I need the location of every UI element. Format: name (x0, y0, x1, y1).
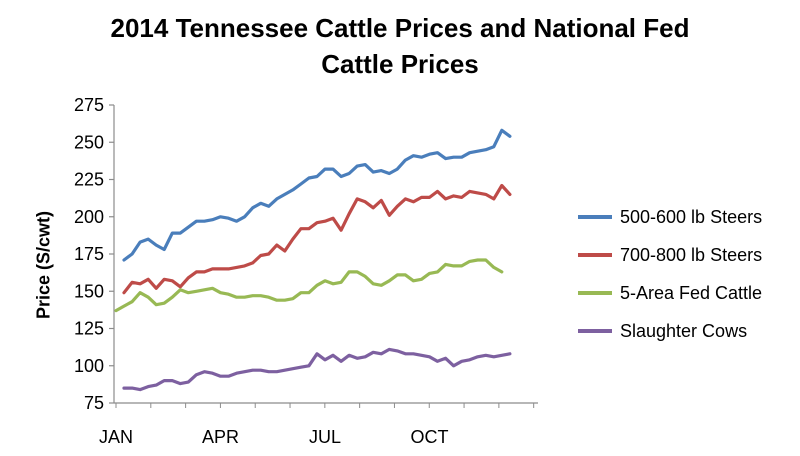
series-line-2 (122, 183, 512, 295)
y-tick-label: 150 (74, 281, 104, 301)
legend-label: Slaughter Cows (620, 320, 748, 341)
legend-label: 500-600 lb Steers (620, 206, 763, 227)
chart-title-line-1: 2014 Tennessee Cattle Prices and Nationa… (110, 13, 690, 43)
chart-title: 2014 Tennessee Cattle Prices and Nationa… (0, 10, 800, 82)
x-tick-label: OCT (411, 427, 449, 447)
y-tick-label: 75 (84, 393, 104, 413)
legend-swatch (578, 329, 612, 333)
x-tick-label: JAN (99, 427, 133, 447)
y-tick-label: 250 (74, 132, 104, 152)
legend-item: 700-800 lb Steers (578, 236, 762, 274)
y-tick-label: 175 (74, 244, 104, 264)
y-tick-label: 200 (74, 207, 104, 227)
axes: 75 100 125 150 175 200 225 250 275 JAN APR JUL OCT (74, 95, 538, 447)
y-tick-label: 275 (74, 95, 104, 115)
legend: 500-600 lb Steers 700-800 lb Steers 5-Area… (578, 198, 762, 350)
legend-swatch (578, 215, 612, 219)
series-layer (114, 128, 512, 392)
y-tick-label: 225 (74, 170, 104, 190)
y-tick-label: 100 (74, 356, 104, 376)
x-tick-label: JUL (309, 427, 341, 447)
series-line-3 (114, 258, 504, 313)
y-tick-label: 125 (74, 319, 104, 339)
legend-label: 5-Area Fed Cattle (620, 282, 763, 303)
series-line-4 (122, 347, 512, 392)
legend-item: 500-600 lb Steers (578, 198, 762, 236)
legend-item: Slaughter Cows (578, 312, 762, 350)
chart-title-line-2: Cattle Prices (321, 49, 479, 79)
legend-swatch (578, 253, 612, 257)
legend-item: 5-Area Fed Cattle (578, 274, 762, 312)
series-line-1 (122, 128, 512, 262)
x-tick-label: APR (202, 427, 239, 447)
legend-label: 700-800 lb Steers (620, 244, 763, 265)
legend-swatch (578, 291, 612, 295)
